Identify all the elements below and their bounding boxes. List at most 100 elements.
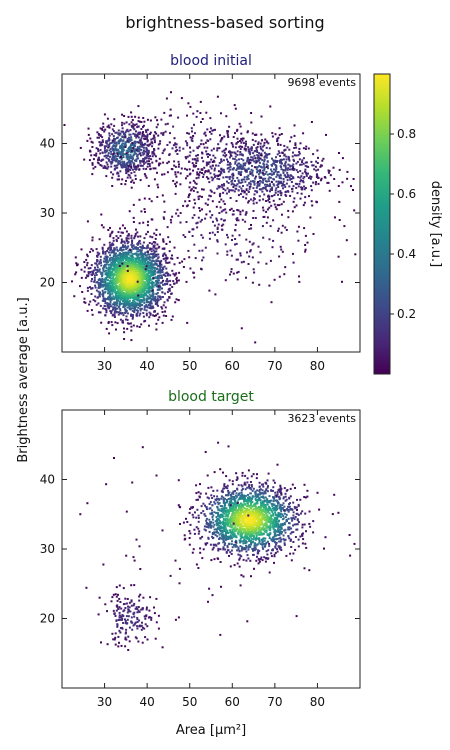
scatter-point (261, 190, 264, 193)
scatter-point (232, 157, 235, 160)
scatter-point (143, 298, 145, 301)
scatter-point (162, 253, 165, 256)
scatter-point (109, 289, 112, 291)
scatter-point (228, 125, 231, 128)
scatter-point (239, 519, 242, 522)
scatter-point (267, 199, 270, 202)
scatter-point (195, 154, 198, 157)
scatter-point (144, 129, 147, 132)
scatter-point (112, 269, 115, 271)
scatter-point (114, 270, 117, 273)
scatter-point (244, 148, 247, 150)
scatter-point (275, 167, 278, 170)
scatter-point (83, 297, 86, 300)
scatter-point (216, 240, 219, 243)
scatter-point (125, 164, 128, 167)
scatter-point (103, 257, 106, 260)
scatter-point (145, 176, 148, 179)
scatter-point (304, 244, 307, 246)
scatter-point (271, 186, 274, 189)
scatter-point (262, 177, 265, 180)
scatter-point (191, 216, 194, 219)
scatter-point (114, 159, 117, 162)
scatter-point (131, 119, 134, 121)
scatter-point (149, 312, 152, 315)
scatter-point (155, 328, 158, 331)
scatter-point (111, 139, 114, 142)
scatter-point (129, 148, 132, 151)
scatter-point (222, 168, 225, 171)
scatter-point (96, 266, 99, 269)
scatter-point (242, 558, 245, 561)
scatter-point (135, 264, 138, 267)
scatter-point (278, 255, 281, 258)
scatter-point (98, 286, 101, 289)
scatter-point (326, 181, 329, 184)
scatter-point (112, 152, 115, 155)
scatter-point (124, 272, 127, 275)
scatter-point (143, 308, 146, 311)
scatter-point (116, 281, 118, 284)
scatter-point (143, 120, 146, 123)
scatter-point (121, 319, 124, 322)
scatter-point (337, 255, 340, 258)
scatter-point (133, 128, 136, 131)
scatter-point (199, 100, 202, 103)
scatter-point (273, 184, 276, 187)
scatter-point (144, 150, 146, 153)
scatter-point (94, 262, 97, 265)
scatter-point (113, 168, 116, 171)
scatter-point (130, 329, 133, 332)
scatter-point (169, 274, 172, 277)
scatter-point (118, 134, 121, 137)
scatter-point (159, 264, 162, 267)
scatter-point (111, 146, 114, 149)
scatter-point (111, 283, 114, 285)
scatter-point (127, 146, 130, 149)
scatter-point (122, 284, 125, 287)
scatter-point (250, 168, 253, 171)
scatter-point (102, 252, 104, 254)
scatter-point (259, 157, 262, 160)
scatter-point (241, 218, 244, 221)
scatter-point (268, 238, 271, 241)
scatter-point (128, 263, 131, 266)
scatter-point (249, 170, 252, 173)
scatter-point (228, 189, 231, 192)
scatter-point (146, 275, 148, 278)
scatter-point (257, 181, 259, 183)
scatter-point (243, 191, 246, 194)
scatter-point (94, 300, 97, 303)
scatter-point (109, 298, 112, 301)
scatter-point (179, 212, 182, 214)
scatter-point (147, 153, 150, 155)
scatter-point (220, 172, 223, 175)
scatter-point (116, 249, 119, 252)
scatter-point (124, 312, 127, 314)
scatter-point (111, 185, 114, 187)
scatter-point (140, 323, 143, 326)
scatter-point (252, 268, 255, 271)
scatter-point (126, 240, 129, 242)
scatter-point (110, 246, 113, 249)
scatter-point (136, 270, 139, 273)
scatter-point (154, 237, 157, 240)
scatter-point (140, 255, 143, 258)
scatter-point (73, 295, 76, 298)
scatter-point (231, 151, 234, 154)
scatter-point (145, 277, 148, 280)
scatter-point (118, 278, 121, 281)
scatter-point (158, 288, 161, 291)
scatter-point (118, 300, 121, 303)
scatter-point (131, 265, 134, 268)
scatter-point (107, 289, 110, 292)
scatter-point (101, 293, 104, 296)
scatter-point (213, 160, 216, 163)
scatter-point (314, 165, 317, 168)
scatter-point (140, 291, 143, 294)
scatter-point (139, 256, 142, 259)
x-tick-label: 80 (310, 359, 325, 373)
scatter-point (274, 206, 277, 209)
scatter-point (253, 182, 256, 185)
